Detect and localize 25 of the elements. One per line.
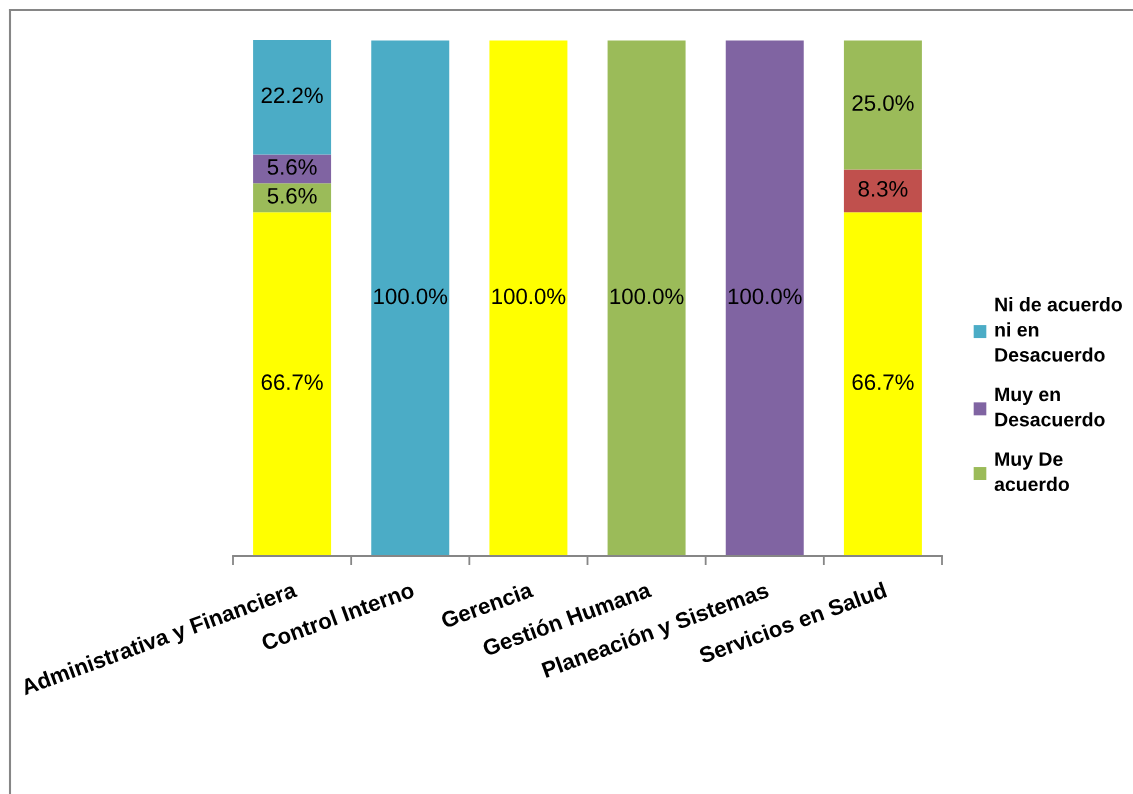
legend-label: Muy en Desacuerdo	[995, 387, 1105, 427]
bar	[253, 212, 332, 556]
data-label: 5.6%	[267, 187, 317, 204]
data-label: 100.0%	[492, 288, 566, 305]
data-label: 100.0%	[728, 288, 802, 305]
bar	[371, 40, 450, 556]
bar	[843, 40, 922, 170]
bar	[253, 40, 332, 155]
data-label: 66.7%	[852, 374, 914, 391]
bar	[843, 212, 922, 556]
data-label: 8.3%	[858, 181, 908, 197]
data-label: 22.2%	[261, 87, 323, 104]
bar	[489, 40, 568, 556]
data-label: 5.6%	[267, 159, 317, 175]
data-label: 66.7%	[261, 374, 323, 391]
bar	[607, 40, 686, 556]
bar	[253, 154, 332, 184]
data-label: 100.0%	[374, 288, 448, 305]
data-label: 25.0%	[852, 95, 914, 111]
legend-label: Muy De acuerdo	[994, 452, 1069, 492]
legend-label: Ni de acuerdo ni en Desacuerdo	[995, 297, 1122, 362]
bar	[253, 183, 332, 213]
bar	[843, 169, 922, 213]
bar	[725, 40, 804, 556]
data-label: 100.0%	[610, 288, 684, 305]
